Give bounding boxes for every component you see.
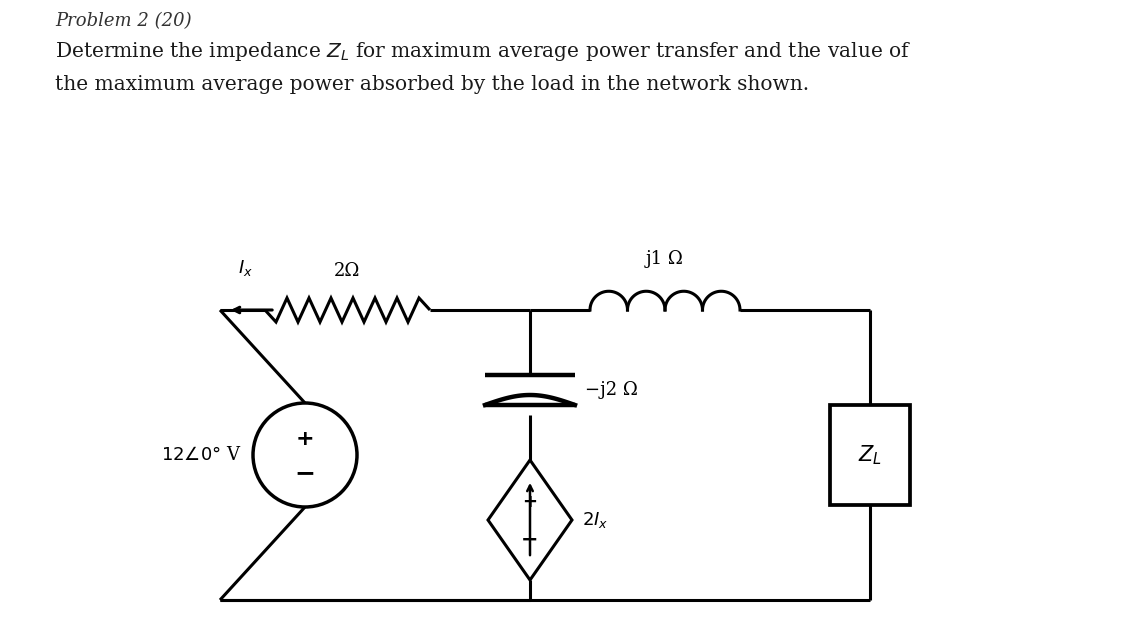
Text: −: − — [521, 530, 538, 550]
Text: −: − — [295, 461, 315, 485]
Text: $2I_x$: $2I_x$ — [582, 510, 609, 530]
Text: j1 Ω: j1 Ω — [646, 250, 684, 268]
Text: 2Ω: 2Ω — [335, 262, 361, 280]
Polygon shape — [488, 460, 572, 580]
Text: −j2 Ω: −j2 Ω — [585, 381, 638, 399]
Text: +: + — [522, 493, 537, 511]
Text: +: + — [296, 429, 314, 449]
Text: $12\angle0°$ V: $12\angle0°$ V — [160, 446, 241, 464]
Bar — [830, 405, 910, 505]
Text: $I_x$: $I_x$ — [238, 258, 253, 278]
Text: the maximum average power absorbed by the load in the network shown.: the maximum average power absorbed by th… — [55, 75, 809, 94]
Text: Determine the impedance $Z_L$ for maximum average power transfer and the value o: Determine the impedance $Z_L$ for maximu… — [55, 40, 912, 63]
Text: $Z_L$: $Z_L$ — [858, 443, 882, 467]
Ellipse shape — [253, 403, 357, 507]
Text: Problem 2 (20): Problem 2 (20) — [55, 12, 191, 30]
